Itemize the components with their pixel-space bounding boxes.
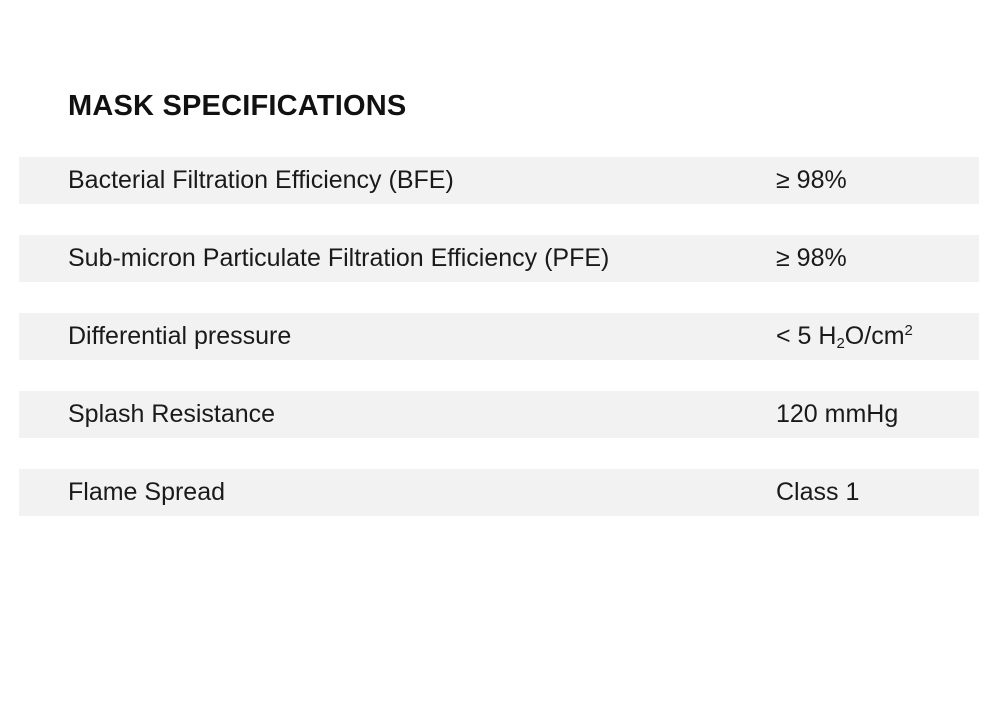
spec-value-superscript: 2 xyxy=(904,322,913,339)
spec-value: 120 mmHg xyxy=(776,400,899,428)
spec-value: < 5 H2O/cm2 xyxy=(776,322,913,351)
spec-value-prefix: < 5 H xyxy=(776,322,837,350)
spec-label: Sub-micron Particulate Filtration Effici… xyxy=(68,244,610,272)
spec-value-subscript: 2 xyxy=(836,335,845,352)
spec-row-flame-spread: Flame Spread Class 1 xyxy=(19,469,979,516)
spec-row-bfe: Bacterial Filtration Efficiency (BFE) ≥ … xyxy=(19,157,979,204)
specifications-table: Bacterial Filtration Efficiency (BFE) ≥ … xyxy=(19,157,979,547)
spec-value: ≥ 98% xyxy=(776,166,847,194)
spec-row-splash-resistance: Splash Resistance 120 mmHg xyxy=(19,391,979,438)
spec-value-middle: O/cm xyxy=(844,322,905,350)
spec-row-pfe: Sub-micron Particulate Filtration Effici… xyxy=(19,235,979,282)
spec-value: ≥ 98% xyxy=(776,244,847,272)
spec-label: Splash Resistance xyxy=(68,400,276,428)
spec-label: Differential pressure xyxy=(68,322,292,350)
spec-label: Flame Spread xyxy=(68,478,226,506)
spec-value: Class 1 xyxy=(776,478,860,506)
page-title: MASK SPECIFICATIONS xyxy=(68,90,407,122)
spec-label: Bacterial Filtration Efficiency (BFE) xyxy=(68,166,454,194)
spec-row-differential-pressure: Differential pressure < 5 H2O/cm2 xyxy=(19,313,979,360)
